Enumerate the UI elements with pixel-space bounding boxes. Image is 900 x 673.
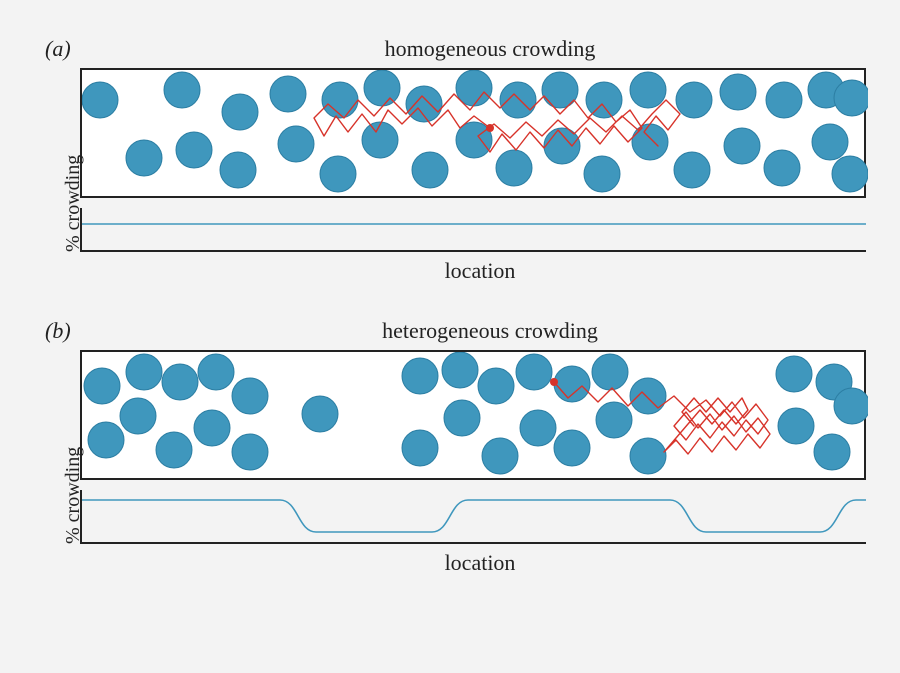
panel-a-graph <box>80 208 866 252</box>
panel-b-ylabel: % crowding <box>62 447 85 544</box>
panel-b-xlabel: location <box>380 550 580 576</box>
panel-b-label: (b) <box>45 318 71 344</box>
panel-a-ylabel: % crowding <box>62 155 85 252</box>
panel-a-title: homogeneous crowding <box>300 36 680 62</box>
panel-a-box <box>80 68 866 198</box>
panel-a-label: (a) <box>45 36 71 62</box>
panel-b-curve <box>80 490 866 544</box>
panel-b-svg <box>82 352 868 482</box>
panel-a-xlabel: location <box>380 258 580 284</box>
panel-b-graph <box>80 490 866 544</box>
panel-b-title: heterogeneous crowding <box>300 318 680 344</box>
figure: (a) homogeneous crowding % crowding loca… <box>0 0 900 673</box>
panel-a-svg <box>82 70 868 200</box>
panel-b-box <box>80 350 866 480</box>
panel-a-curve <box>80 208 866 252</box>
